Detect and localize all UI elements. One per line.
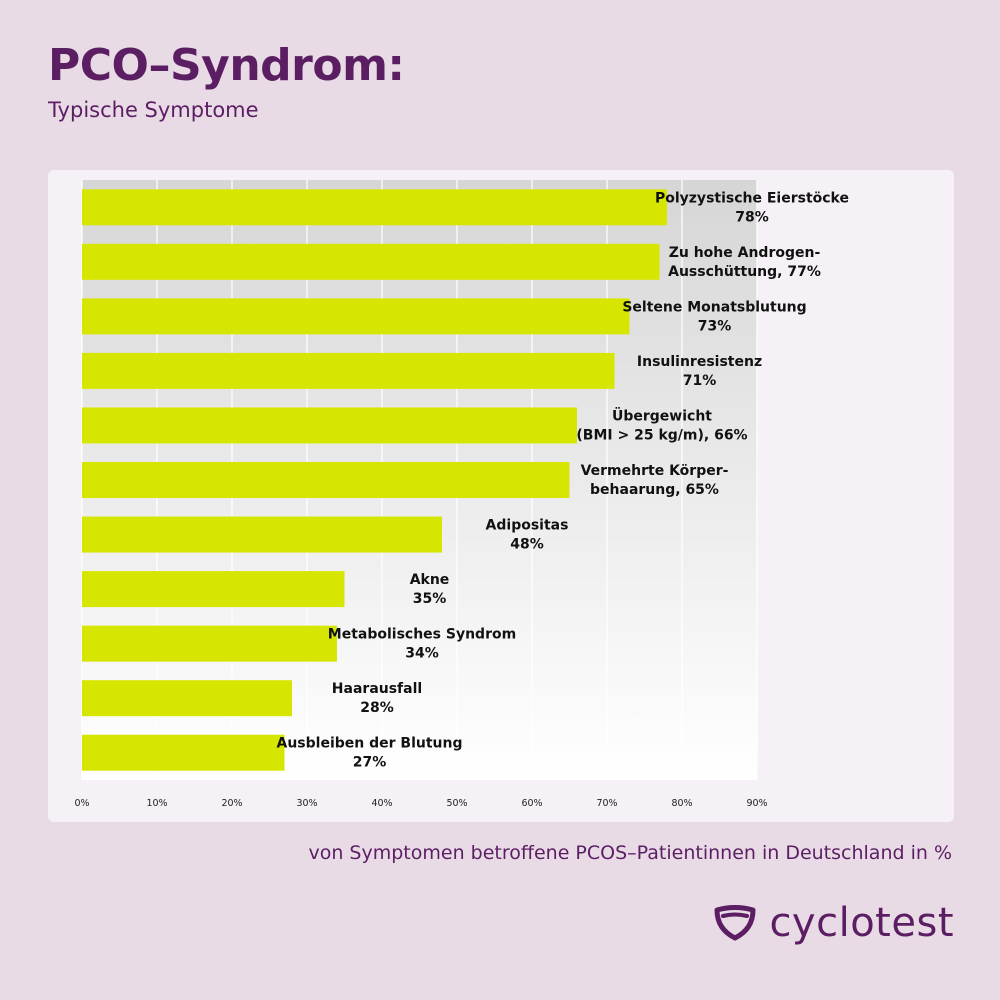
x-tick-label: 20% (221, 798, 242, 809)
bar (82, 462, 570, 498)
shield-mark-icon (714, 905, 756, 941)
bar (82, 680, 292, 717)
bar (82, 571, 345, 608)
brand-logo: cyclotest (713, 900, 954, 946)
bar (82, 298, 630, 335)
x-tick-label: 40% (371, 798, 392, 809)
chart-caption: von Symptomen betroffene PCOS–Patientinn… (308, 842, 952, 864)
bar (82, 243, 660, 280)
bar-data-label: Metabolisches Syndrom 34% (328, 627, 516, 662)
bar-chart: Polyzystische Eierstöcke 78% Zu hohe Andro… (74, 180, 849, 809)
bar-data-label: Polyzystische Eierstöcke 78% (655, 190, 849, 225)
page-title: PCO–Syndrom: (48, 40, 405, 91)
bar-data-label: Ausbleiben der Blutung 27% (277, 736, 463, 771)
bar-data-label: Adipositas 48% (486, 518, 569, 553)
chart-panel: Polyzystische Eierstöcke 78% Zu hohe Andro… (48, 170, 954, 822)
x-tick-label: 80% (671, 798, 692, 809)
x-tick-label: 0% (74, 798, 89, 809)
bar (82, 516, 442, 553)
bar (82, 352, 615, 389)
bar-data-label: Insulinresistenz 71% (637, 354, 762, 389)
bar-data-label: Seltene Monatsblutung 73% (622, 299, 806, 334)
x-tick-label: 60% (521, 798, 542, 809)
x-tick-label: 70% (596, 798, 617, 809)
bar (82, 189, 667, 226)
bar-data-label: Zu hohe Androgen-Ausschüttung, 77% (668, 245, 821, 280)
x-tick-label: 50% (446, 798, 467, 809)
x-tick-label: 90% (746, 798, 767, 809)
page-subtitle: Typische Symptome (48, 98, 259, 122)
bar-data-label: Übergewicht (BMI > 25 kg/m), 66% (576, 406, 747, 443)
bar (82, 734, 285, 771)
x-tick-label: 10% (146, 798, 167, 809)
bar (82, 625, 337, 662)
bar-data-label: Akne 35% (410, 572, 450, 607)
bar-data-label: Vermehrte Körper-behaarung, 65% (581, 463, 729, 498)
brand-name: cyclotest (769, 900, 954, 946)
x-tick-label: 30% (296, 798, 317, 809)
bar-data-label: Haarausfall 28% (332, 681, 422, 716)
bar (82, 407, 577, 444)
